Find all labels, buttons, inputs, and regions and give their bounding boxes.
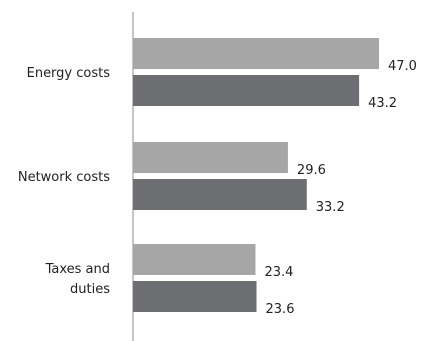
data-label-1-1: 47.0 [388,59,417,74]
bar-2-2 [133,179,307,210]
category-label-2: Network costs [18,170,110,185]
category-label-line: Taxes and [45,262,110,277]
category-label-line: Energy costs [27,66,111,81]
bar-1-2 [133,142,288,173]
category-label-line: Network costs [18,170,110,185]
data-label-1-2: 29.6 [297,163,326,178]
bar-2-3 [133,281,257,312]
data-label-2-3: 23.6 [266,302,295,317]
data-label-2-2: 33.2 [316,200,345,215]
category-label-1: Energy costs [27,66,111,81]
bar-1-1 [133,38,379,69]
category-label-line: duties [70,282,110,297]
category-label-3: Taxes and duties [45,262,111,297]
data-label-2-1: 43.2 [368,96,397,111]
bar-1-3 [133,244,256,275]
chart-marks: 47.0 43.2 Energy costs 29.6 33.2 Network cost… [18,38,417,317]
data-label-1-3: 23.4 [264,265,293,280]
bar-2-1 [133,75,360,106]
